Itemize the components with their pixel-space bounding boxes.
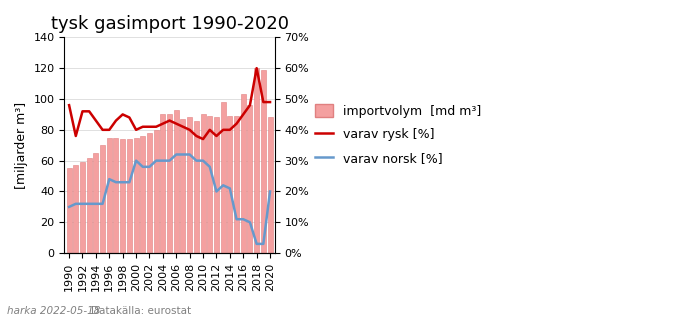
Y-axis label: [miljarder m³]: [miljarder m³] xyxy=(15,102,28,189)
Bar xyxy=(187,117,192,253)
Bar xyxy=(167,115,172,253)
Bar xyxy=(241,94,246,253)
Bar xyxy=(74,165,78,253)
Bar xyxy=(113,137,118,253)
Bar xyxy=(174,110,178,253)
Bar xyxy=(87,158,92,253)
Bar xyxy=(228,116,232,253)
Bar xyxy=(254,68,259,253)
Text: harka 2022-05-18: harka 2022-05-18 xyxy=(7,306,100,316)
Bar xyxy=(220,102,225,253)
Bar xyxy=(93,153,99,253)
Bar xyxy=(140,136,146,253)
Bar xyxy=(160,115,165,253)
Bar xyxy=(100,145,105,253)
Bar xyxy=(200,115,206,253)
Bar xyxy=(194,121,199,253)
Bar xyxy=(120,139,125,253)
Bar xyxy=(134,137,139,253)
Bar xyxy=(214,117,219,253)
Bar xyxy=(107,137,112,253)
Bar xyxy=(127,139,132,253)
Bar xyxy=(234,116,239,253)
Bar xyxy=(147,133,152,253)
Bar xyxy=(267,117,272,253)
Legend: importvolym  [md m³], varav rysk [%], varav norsk [%]: importvolym [md m³], varav rysk [%], var… xyxy=(308,98,488,171)
Bar xyxy=(247,105,253,253)
Title: tysk gasimport 1990-2020: tysk gasimport 1990-2020 xyxy=(50,15,288,33)
Bar xyxy=(207,116,212,253)
Bar xyxy=(261,70,266,253)
Bar xyxy=(154,130,159,253)
Text: Datakälla: eurostat: Datakälla: eurostat xyxy=(91,306,191,316)
Bar xyxy=(66,168,71,253)
Bar xyxy=(80,162,85,253)
Bar xyxy=(181,119,186,253)
